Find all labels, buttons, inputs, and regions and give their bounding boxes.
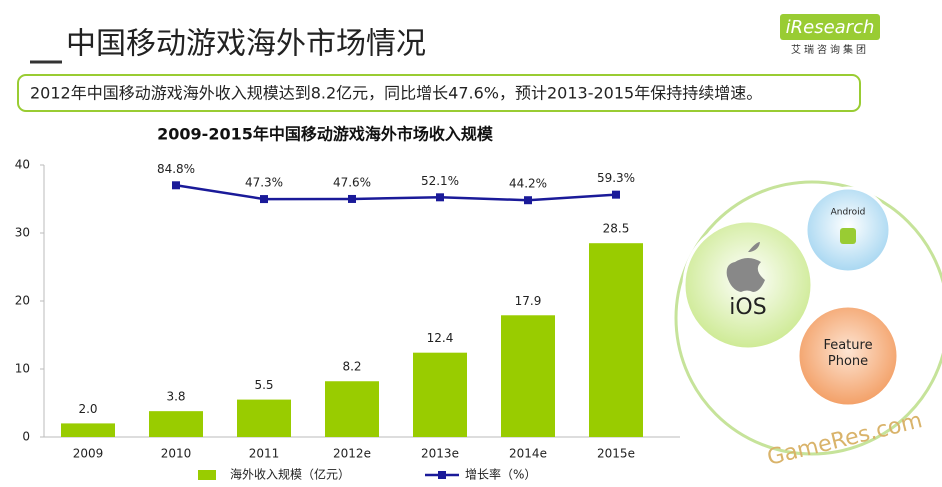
legend-marker bbox=[438, 471, 446, 479]
line-label: 47.3% bbox=[245, 176, 283, 190]
chart-title: 2009-2015年中国移动游戏海外市场收入规模 bbox=[157, 125, 494, 144]
bar bbox=[237, 399, 291, 437]
line-marker bbox=[260, 195, 268, 204]
bar-label: 28.5 bbox=[603, 222, 630, 236]
line-marker bbox=[348, 194, 356, 203]
bar bbox=[501, 315, 555, 437]
line-marker bbox=[172, 181, 180, 190]
bar-label: 8.2 bbox=[342, 360, 361, 374]
bar bbox=[589, 243, 643, 437]
y-tick-label: 20 bbox=[15, 294, 30, 308]
legend-label: 海外收入规模（亿元） bbox=[230, 467, 350, 482]
bar bbox=[413, 352, 467, 437]
legend-label: 增长率（%） bbox=[465, 467, 536, 482]
x-tick-label: 2015e bbox=[597, 447, 635, 461]
line bbox=[175, 184, 617, 202]
x-tick-label: 2014e bbox=[509, 447, 547, 461]
line-label: 47.6% bbox=[333, 175, 371, 189]
summary: 2012年中国移动游戏海外收入规模达到8.2亿元，同比增长47.6%，预计201… bbox=[30, 84, 762, 103]
summary-box bbox=[17, 74, 861, 112]
apple-icon bbox=[726, 242, 765, 292]
x-tick-label: 2009 bbox=[73, 447, 104, 461]
x-tick-label: 2013e bbox=[421, 447, 459, 461]
feature-label-box: Feature Phone bbox=[823, 338, 873, 369]
line-marker bbox=[436, 193, 444, 202]
line-marker bbox=[524, 196, 532, 205]
bar bbox=[149, 411, 203, 437]
line-label: 52.1% bbox=[421, 174, 459, 188]
bar-label: 5.5 bbox=[254, 378, 273, 392]
feature-circle bbox=[796, 304, 900, 408]
x-tick-label: 2011 bbox=[249, 447, 280, 461]
y-tick-label: 10 bbox=[15, 362, 30, 376]
bar bbox=[61, 423, 115, 437]
bar-label: 3.8 bbox=[166, 390, 185, 404]
bar-label: 17.9 bbox=[515, 294, 542, 308]
y-tick-label: 40 bbox=[15, 158, 30, 172]
slide-title: 中国移动游戏海外市场情况 bbox=[66, 27, 426, 62]
logo-box bbox=[780, 14, 880, 40]
bar-label: 2.0 bbox=[78, 402, 97, 416]
ios-label: iOS bbox=[729, 295, 766, 320]
logo-sub: 艾瑞咨询集团 bbox=[791, 43, 869, 56]
y-tick-label: 0 bbox=[22, 430, 30, 444]
bar-label: 12.4 bbox=[427, 331, 454, 345]
line-label: 84.8% bbox=[157, 162, 195, 176]
logo: iResearch bbox=[786, 17, 875, 38]
y-tick-label: 30 bbox=[15, 226, 30, 240]
line-marker bbox=[612, 190, 620, 199]
line-label: 59.3% bbox=[597, 171, 635, 185]
android-label: Android bbox=[831, 208, 866, 218]
x-tick-label: 2012e bbox=[333, 447, 371, 461]
line-label: 44.2% bbox=[509, 177, 547, 191]
legend-swatch bbox=[198, 470, 216, 480]
x-tick-label: 2010 bbox=[161, 447, 192, 461]
android-icon bbox=[840, 228, 856, 244]
bar bbox=[325, 381, 379, 437]
feature-label: Feature Phone bbox=[823, 338, 873, 369]
